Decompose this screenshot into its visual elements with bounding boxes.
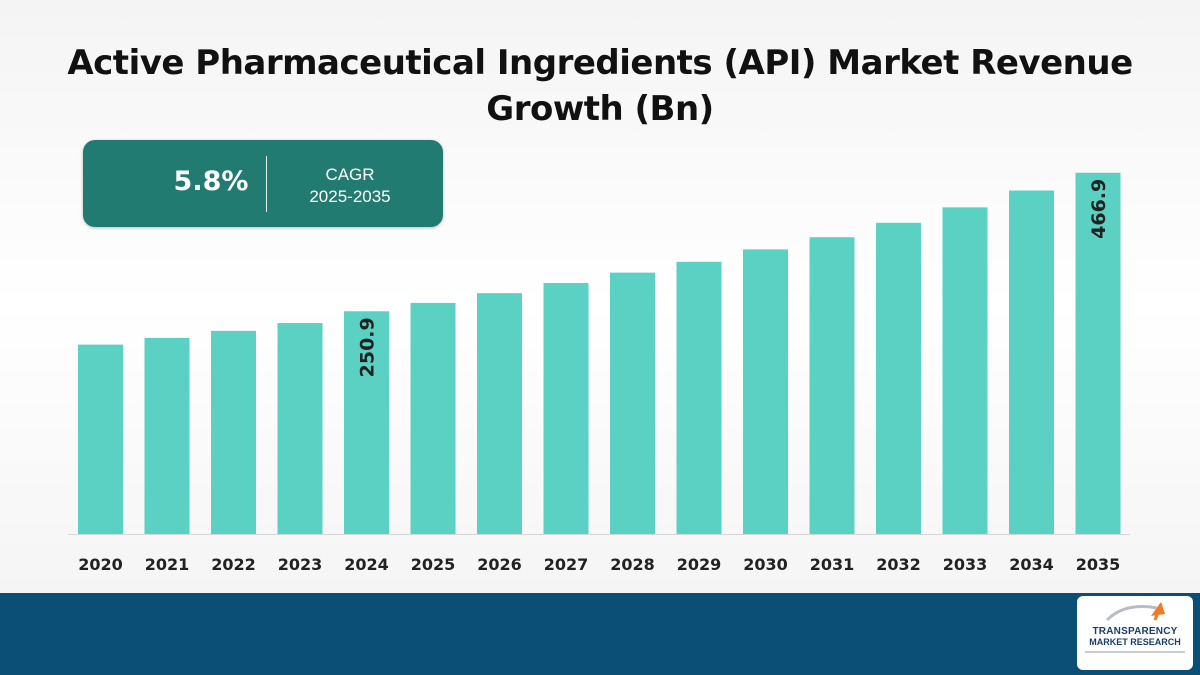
bar-2032 (876, 222, 921, 534)
x-tick-label-2022: 2022 (211, 555, 256, 574)
bar-2027 (543, 283, 589, 534)
bar-2028 (610, 272, 655, 534)
bar-2026 (477, 293, 522, 534)
bar-2020 (78, 344, 123, 534)
bar-chart: 2020 2021 2022 2023 2024 2025 2026 2027 2028 2029… (68, 172, 1130, 574)
chart-title: Active Pharmaceutical Ingredients (API) … (67, 43, 1133, 129)
bar-2030 (743, 249, 788, 534)
cagr-period: 2025-2035 (309, 187, 391, 206)
company-logo: TRANSPARENCY MARKET RESEARCH (1077, 596, 1193, 670)
x-tick-label-2030: 2030 (743, 555, 788, 574)
logo-tagline-rule (1085, 651, 1185, 653)
bar-2024 (344, 311, 389, 534)
bar-2029 (676, 261, 722, 534)
bar-2033 (942, 207, 988, 534)
cagr-label-block: CAGR 2025-2035 (282, 164, 418, 208)
x-tick-label-2029: 2029 (677, 555, 722, 574)
x-tick-label-2025: 2025 (411, 555, 456, 574)
bar-2023 (277, 323, 323, 534)
x-tick-label-2023: 2023 (278, 555, 323, 574)
cagr-divider (266, 156, 267, 212)
x-tick-label-2024: 2024 (344, 555, 389, 574)
footer-band (0, 593, 1200, 675)
logo-swoosh-icon (1105, 602, 1165, 622)
x-tick-label-2035: 2035 (1076, 555, 1121, 574)
cagr-value: 5.8% (173, 166, 249, 197)
logo-text-transparency: TRANSPARENCY (1092, 626, 1178, 637)
logo-text-market-research: MARKET RESEARCH (1089, 637, 1181, 647)
x-tick-label-2026: 2026 (477, 555, 522, 574)
x-tick-label-2021: 2021 (145, 555, 190, 574)
x-tick-label-2028: 2028 (610, 555, 655, 574)
bar-2034 (1009, 190, 1054, 534)
x-tick-label-2027: 2027 (544, 555, 589, 574)
x-tick-label-2031: 2031 (810, 555, 855, 574)
data-label-2035: 466.9 (1088, 179, 1110, 239)
x-tick-label-2033: 2033 (943, 555, 988, 574)
cagr-label: CAGR (325, 165, 375, 184)
bar-2022 (211, 330, 256, 534)
bar-2031 (809, 237, 855, 534)
cagr-box: 5.8% CAGR 2025-2035 (83, 140, 443, 227)
data-label-2024: 250.9 (357, 317, 379, 377)
x-tick-label-2034: 2034 (1009, 555, 1054, 574)
x-tick-label-2032: 2032 (876, 555, 921, 574)
bar-2035 (1075, 172, 1121, 534)
bar-2021 (144, 337, 190, 534)
bar-2025 (410, 302, 456, 534)
x-tick-label-2020: 2020 (78, 555, 123, 574)
